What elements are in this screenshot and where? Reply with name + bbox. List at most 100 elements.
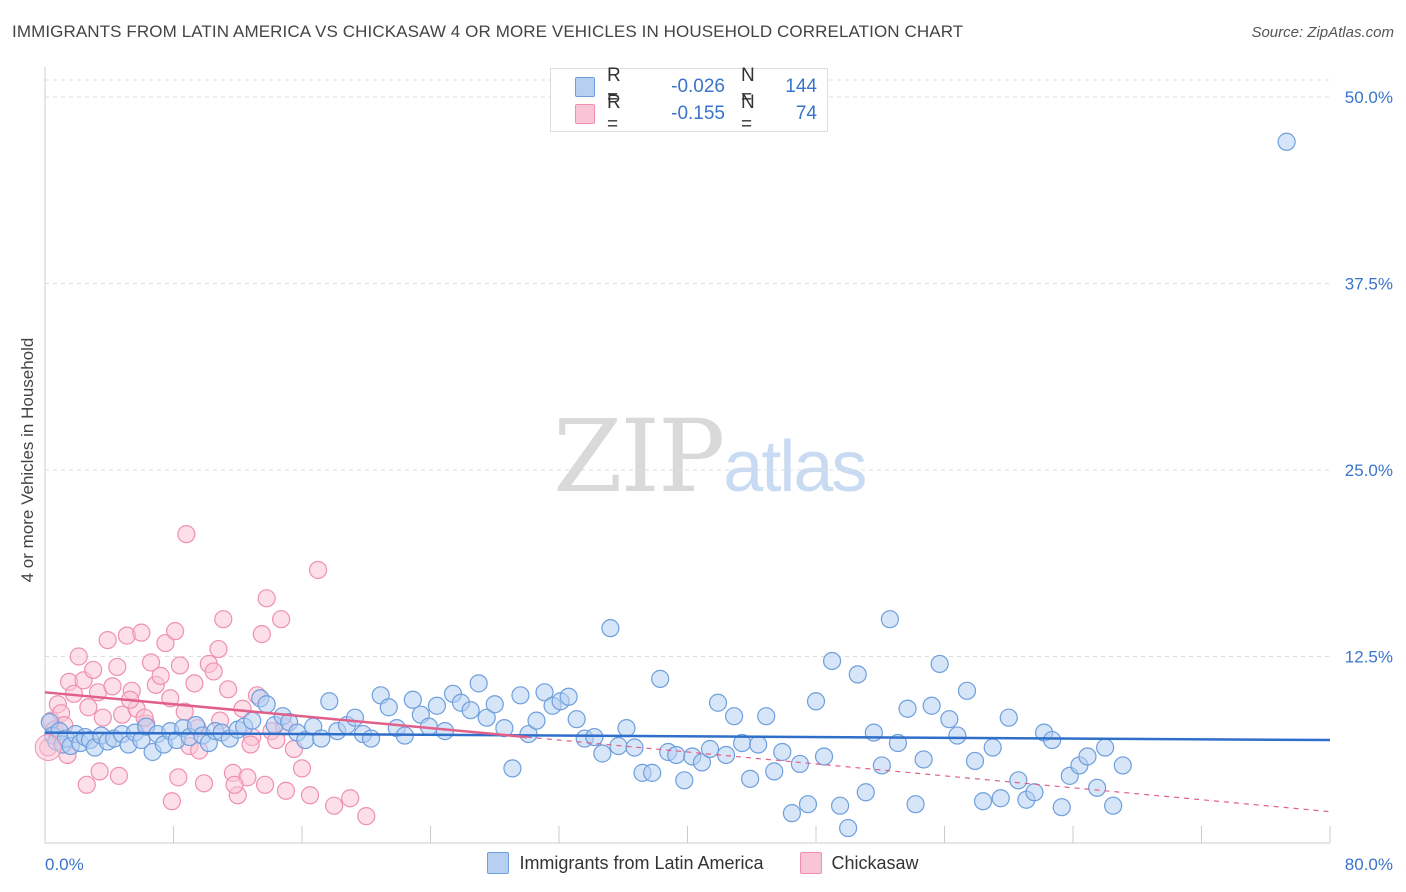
chickasaw-point (214, 610, 233, 629)
chickasaw-point (255, 775, 275, 794)
blue-swatch (487, 852, 510, 874)
chickasaw-point (162, 792, 181, 811)
chickasaw-point (241, 735, 260, 754)
x-tick-label: 80.0% (1345, 855, 1393, 874)
latin-america-point (519, 724, 538, 744)
latin-america-point (503, 759, 522, 778)
latin-america-point (427, 696, 447, 715)
latin-america-point (922, 696, 941, 715)
y-tick-label: 37.5% (1345, 275, 1393, 294)
chickasaw-point (156, 633, 175, 653)
latin-america-point (856, 783, 875, 802)
chickasaw-point (93, 708, 112, 727)
chickasaw-point (109, 766, 128, 785)
latin-america-point (345, 708, 365, 727)
n-label: N = (741, 65, 755, 108)
latin-america-point (880, 610, 899, 629)
latin-america-point (559, 687, 578, 706)
latin-america-point (790, 754, 810, 774)
latin-america-point (1025, 783, 1044, 802)
latin-america-point (651, 669, 670, 688)
chickasaw-point (252, 625, 271, 644)
latin-america-point (839, 818, 858, 838)
latin-america-point (773, 742, 792, 762)
latin-america-point (806, 692, 826, 711)
latin-america-point (906, 795, 925, 814)
r-value: -0.155 (671, 103, 725, 124)
latin-america-point (708, 693, 728, 712)
chickasaw-point (166, 622, 185, 641)
n-value: 144 (785, 76, 817, 97)
latin-america-point (320, 692, 339, 711)
chickasaw-point (357, 807, 376, 826)
latin-america-point (675, 771, 694, 790)
chickasaw-point (84, 660, 103, 680)
latin-america-point (741, 769, 760, 788)
chickasaw-point (300, 786, 320, 805)
latin-america-point (914, 750, 933, 769)
blue-swatch (575, 77, 595, 97)
latin-america-point (379, 698, 398, 717)
latin-america-point (1043, 730, 1062, 750)
latin-america-point (782, 804, 802, 823)
chickasaw-point (194, 774, 214, 793)
latin-america-point (461, 701, 480, 720)
latin-america-point (535, 683, 554, 702)
r-label: R = (607, 65, 621, 108)
chickasaw-point (292, 759, 312, 778)
latin-america-point (991, 789, 1010, 808)
y-tick-label: 25.0% (1345, 461, 1393, 480)
latin-america-point (257, 695, 276, 714)
latin-america-point (700, 739, 720, 759)
latin-america-point (940, 710, 959, 729)
chickasaw-point (132, 623, 151, 642)
latin-america-point (765, 762, 784, 781)
latin-america-point (692, 753, 712, 772)
latin-america-point (724, 707, 744, 726)
latin-america-point (1113, 756, 1132, 775)
legend-label: Immigrants from Latin America (519, 852, 764, 873)
latin-america-point (973, 792, 993, 811)
watermark-zip: ZIP (553, 398, 725, 515)
legend-label: Chickasaw (831, 852, 919, 873)
chickasaw-point (34, 734, 62, 762)
latin-america-point (749, 735, 768, 754)
latin-america-point (312, 729, 331, 748)
latin-america-point (1087, 778, 1107, 797)
chickasaw-point (219, 680, 238, 699)
legend-item-latin-america: Immigrants from Latin America (487, 852, 764, 874)
legend-row-chickasaw: R = -0.155 N = 74 (575, 92, 817, 135)
latin-america-point (898, 699, 917, 718)
chickasaw-point (141, 653, 161, 672)
latin-america-point (469, 674, 488, 693)
chickasaw-point (185, 674, 204, 693)
correlation-legend: R = -0.026 N = 144 R = -0.155 N = 74 (550, 65, 828, 135)
chickasaw-point (325, 796, 344, 815)
chickasaw-point (90, 762, 109, 781)
latin-america-point (848, 665, 867, 684)
latin-america-point (593, 744, 612, 763)
n-value: 74 (795, 103, 817, 124)
latin-america-point (567, 710, 586, 729)
latin-america-point (814, 747, 834, 766)
latin-america-point (511, 686, 530, 705)
legend-row-latin-america: R = -0.026 N = 144 (575, 65, 817, 108)
latin-america-trend-line (44, 731, 1331, 742)
latin-america-point (983, 738, 1002, 757)
chickasaw-point (257, 589, 276, 608)
latin-america-point (965, 751, 985, 771)
latin-america-point (757, 707, 776, 726)
chickasaw-point (272, 610, 291, 629)
chickasaw-point (170, 656, 190, 675)
latin-america-point (1078, 747, 1097, 766)
y-tick-label: 50.0% (1345, 88, 1393, 107)
latin-america-point (667, 745, 686, 765)
chickasaw-point (308, 560, 328, 580)
chickasaw-point (225, 775, 244, 794)
chickasaw-point (204, 662, 223, 681)
latin-america-point (495, 719, 514, 738)
chickasaw-point (341, 789, 360, 808)
chickasaw-trend-line (44, 691, 527, 739)
chickasaw-point (209, 639, 228, 659)
